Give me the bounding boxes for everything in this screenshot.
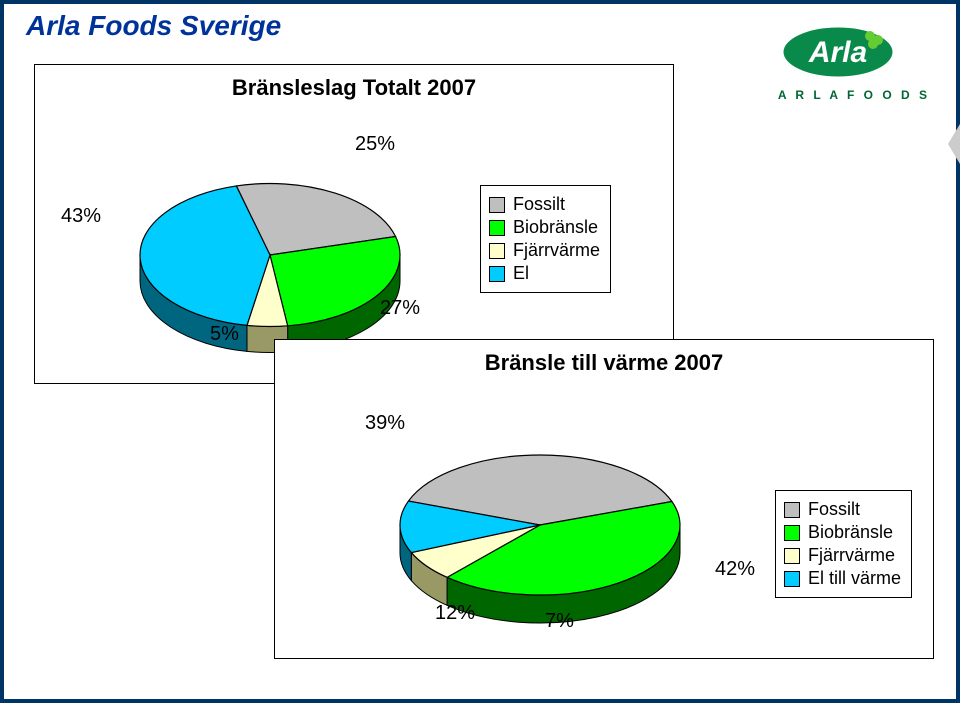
- arla-logo-subtext: A R L A F O O D S: [778, 88, 930, 102]
- legend-swatch: [784, 525, 800, 541]
- legend-label: Biobränsle: [513, 217, 598, 238]
- chart2-legend: FossiltBiobränsleFjärrvärmeEl till värme: [775, 490, 912, 598]
- chart2-pct-biobransle: 42%: [715, 558, 755, 581]
- legend-swatch: [489, 266, 505, 282]
- arla-logo-svg: Arla: [778, 22, 898, 82]
- arla-logo: Arla A R L A F O O D S: [778, 22, 930, 102]
- legend-label: Fossilt: [808, 499, 860, 520]
- legend-swatch: [489, 197, 505, 213]
- legend-label: El: [513, 263, 529, 284]
- chart1-pct-el: 43%: [61, 205, 101, 228]
- chart2-pct-fjarrvarme: 7%: [545, 610, 574, 633]
- legend-swatch: [489, 243, 505, 259]
- legend-item: Biobränsle: [784, 522, 901, 543]
- chart2-panel: Bränsle till värme 2007 FossiltBiobränsl…: [274, 339, 934, 659]
- arla-logo-text: Arla: [808, 36, 867, 69]
- chart1-panel: Bränsleslag Totalt 2007 FossiltBiobränsl…: [34, 64, 674, 384]
- chart1-legend: FossiltBiobränsleFjärrvärmeEl: [480, 185, 611, 293]
- legend-label: Fjärrvärme: [808, 545, 895, 566]
- legend-swatch: [784, 502, 800, 518]
- legend-label: El till värme: [808, 568, 901, 589]
- legend-swatch: [784, 548, 800, 564]
- chart1-pct-biobransle: 27%: [380, 297, 420, 320]
- legend-item: Fossilt: [489, 194, 600, 215]
- legend-label: Fossilt: [513, 194, 565, 215]
- chart2-pct-el-varme: 12%: [435, 602, 475, 625]
- chart2-pct-fossilt: 39%: [365, 412, 405, 435]
- page-title: Arla Foods Sverige: [26, 10, 281, 42]
- chart1-pct-fossilt: 25%: [355, 133, 395, 156]
- legend-item: Biobränsle: [489, 217, 600, 238]
- legend-swatch: [784, 571, 800, 587]
- legend-label: Fjärrvärme: [513, 240, 600, 261]
- legend-label: Biobränsle: [808, 522, 893, 543]
- legend-item: Fjärrvärme: [784, 545, 901, 566]
- legend-item: El: [489, 263, 600, 284]
- legend-item: Fossilt: [784, 499, 901, 520]
- legend-swatch: [489, 220, 505, 236]
- legend-item: El till värme: [784, 568, 901, 589]
- page-frame: Arla Foods Sverige Arla A R L A F O O D …: [0, 0, 960, 703]
- legend-item: Fjärrvärme: [489, 240, 600, 261]
- chart1-pct-fjarrvarme: 5%: [210, 323, 239, 346]
